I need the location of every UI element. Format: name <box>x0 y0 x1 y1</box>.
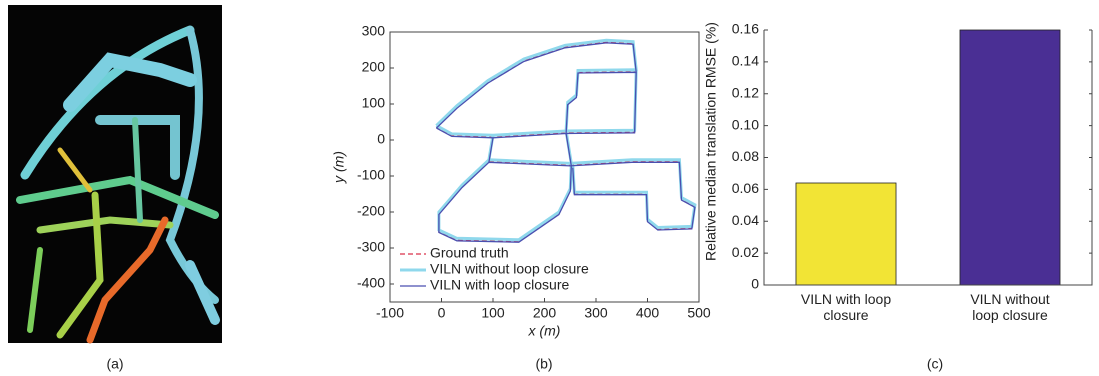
y-axis-label: Relative median translation RMSE (%) <box>703 22 719 261</box>
y-tick-label: 0.16 <box>732 21 759 37</box>
x-tick-label: 500 <box>687 305 711 321</box>
y-tick-label: 0 <box>751 276 759 292</box>
bar <box>960 30 1060 285</box>
caption: (a) <box>106 356 123 372</box>
y-tick-label: 0.10 <box>732 116 759 132</box>
y-tick-label: -400 <box>357 275 385 291</box>
x-tick-label: 200 <box>533 305 557 321</box>
y-tick-label: 200 <box>362 59 386 75</box>
x-tick-label: 300 <box>584 305 608 321</box>
page: {"chart_data": [ {"type": "image", "capt… <box>0 0 1099 376</box>
legend-label: Ground truth <box>430 245 509 261</box>
y-tick-label: 0.04 <box>732 212 759 228</box>
x-tick-label: 100 <box>481 305 505 321</box>
series-line <box>436 40 695 239</box>
bar <box>796 183 896 285</box>
y-tick-label: 0.12 <box>732 84 759 100</box>
series-line <box>436 42 695 241</box>
y-tick-label: 0.14 <box>732 53 759 69</box>
x-tick-label: 400 <box>636 305 660 321</box>
y-tick-label: -100 <box>357 167 385 183</box>
x-axis-label: x (m) <box>528 323 561 339</box>
x-tick-label: -100 <box>376 305 404 321</box>
x-tick-label: VILN with loop closure <box>796 291 896 323</box>
y-tick-label: -200 <box>357 203 385 219</box>
figure: (a) -100 0 100 200 300 400 500 300 200 100 0 -100 -2… <box>0 0 1099 376</box>
caption: (c) <box>927 356 943 372</box>
x-tick-label: 0 <box>438 305 446 321</box>
y-tick-label: 0 <box>377 131 385 147</box>
y-tick-label: 100 <box>362 95 386 111</box>
legend-label: VILN without loop closure <box>430 261 589 277</box>
y-tick-label: 0.06 <box>732 180 759 196</box>
y-tick-label: -300 <box>357 239 385 255</box>
caption: (b) <box>535 356 552 372</box>
y-axis-label: y (m) <box>331 151 347 184</box>
legend-label: VILN with loop closure <box>430 277 570 293</box>
y-tick-label: 0.08 <box>732 148 759 164</box>
y-tick-label: 0.02 <box>732 244 759 260</box>
series-line <box>436 43 695 242</box>
point-cloud <box>8 5 222 343</box>
y-tick-label: 300 <box>362 23 386 39</box>
x-tick-label: VILN without loop closure <box>960 291 1060 323</box>
